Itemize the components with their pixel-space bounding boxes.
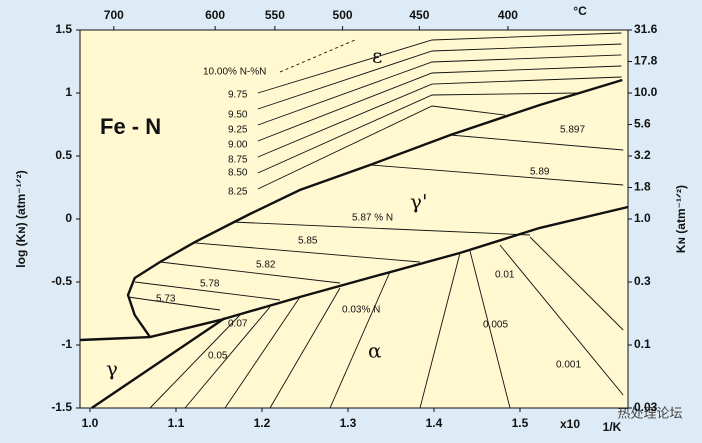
isoline-label: 9.50 — [228, 110, 248, 121]
phase-line — [257, 65, 622, 142]
phase-line — [159, 261, 341, 284]
phase-line — [127, 296, 221, 311]
y2-axis-label: Kɴ (atm⁻¹ᐟ²) — [674, 185, 688, 253]
x2-tick-label: 500 — [333, 8, 353, 22]
phase-line — [231, 221, 531, 236]
phase-line — [257, 43, 622, 110]
phase-line — [449, 134, 624, 151]
phase-line — [257, 54, 622, 126]
y2-tick-label: 17.8 — [634, 54, 658, 68]
x-tick-label: 1.0 — [82, 416, 99, 430]
y2-tick-label: 5.6 — [634, 117, 651, 131]
phase-line — [257, 76, 622, 158]
x2-axis-label: °C — [573, 4, 587, 18]
phase-label: α — [368, 339, 382, 363]
x2-tick-label: 700 — [104, 8, 124, 22]
phase-line — [134, 281, 281, 301]
isoline-label: 8.50 — [228, 168, 248, 179]
chart-title: Fe - N — [100, 114, 161, 139]
phase-line — [194, 242, 421, 263]
x-tick-label: 1.5 — [512, 416, 529, 430]
y-tick-label: 1 — [65, 85, 72, 99]
y-tick-label: -1.5 — [51, 400, 72, 414]
isoline-label: 0.05 — [208, 351, 228, 362]
x-tick-label: 1.1 — [168, 416, 185, 430]
phase-line — [257, 32, 622, 94]
phase-line — [184, 306, 271, 409]
isoline-label: 0.03% N — [342, 305, 380, 316]
phase-line — [329, 271, 391, 409]
phase-line — [279, 39, 356, 73]
y-tick-label: -1 — [61, 337, 72, 351]
x-unit: x10 — [560, 417, 580, 431]
phase-line — [469, 250, 511, 409]
x-tick-label: 1.4 — [426, 416, 443, 430]
isoline-label: 0.07 — [228, 319, 248, 330]
y2-tick-label: 1.8 — [634, 180, 651, 194]
y2-tick-label: 3.2 — [634, 148, 651, 162]
watermark: 热处理论坛 — [617, 405, 682, 420]
y-tick-label: 1.5 — [55, 22, 72, 36]
phase-line — [257, 105, 506, 190]
y2-tick-label: 10.0 — [634, 85, 658, 99]
phase-line — [126, 78, 623, 338]
x2-tick-label: 600 — [205, 8, 225, 22]
y2-tick-label: 31.6 — [634, 22, 658, 36]
x2-tick-label: 550 — [265, 8, 285, 22]
isoline-label: 9.25 — [228, 125, 248, 136]
y2-tick-label: 0.3 — [634, 274, 651, 288]
isoline-label: 0.005 — [483, 320, 508, 331]
phase-line — [419, 252, 461, 409]
isoline-label: 5.78 — [200, 279, 220, 290]
y-axis-label: log (Kɴ) (atm⁻¹ᐟ²) — [14, 170, 28, 267]
isoline-label: 5.85 — [298, 236, 318, 247]
x2-tick-label: 400 — [498, 8, 518, 22]
phase-label: γ — [106, 357, 118, 381]
isoline-label: 5.87 % N — [352, 213, 393, 224]
phase-line — [499, 244, 624, 396]
isoline-label: 5.897 — [560, 125, 585, 136]
isoline-label: 10.00% N-%N — [203, 67, 266, 78]
y2-tick-label: 1.0 — [634, 211, 651, 225]
isoline-label: 9.75 — [228, 90, 248, 101]
y2-tick-label: 0.03 — [634, 400, 658, 414]
phase-line — [149, 314, 241, 409]
phase-label: ε — [372, 44, 382, 68]
y-tick-label: 0.5 — [55, 148, 72, 162]
phase-line — [529, 236, 624, 331]
y2-tick-label: 0.1 — [634, 337, 651, 351]
phase-line — [224, 296, 301, 409]
isoline-label: 5.89 — [530, 167, 550, 178]
isoline-label: 0.01 — [495, 270, 515, 281]
y-tick-label: -0.5 — [51, 274, 72, 288]
x-tick-label: 1.3 — [340, 416, 357, 430]
isoline-label: 5.82 — [256, 260, 276, 271]
phase-label: γ' — [410, 190, 427, 214]
x2-tick-label: 450 — [409, 8, 429, 22]
phase-line — [257, 92, 581, 174]
x-tick-label: 1.2 — [254, 416, 271, 430]
isoline-label: 9.00 — [228, 140, 248, 151]
isoline-label: 0.001 — [556, 360, 581, 371]
phase-line — [79, 205, 629, 342]
isoline-label: 5.73 — [156, 294, 176, 305]
phase-line — [369, 164, 624, 186]
isoline-label: 8.25 — [228, 187, 248, 198]
isoline-label: 8.75 — [228, 155, 248, 166]
phase-line — [91, 317, 226, 409]
y-tick-label: 0 — [65, 211, 72, 225]
x-unit: 1/K — [603, 420, 622, 434]
phase-line — [269, 287, 341, 409]
